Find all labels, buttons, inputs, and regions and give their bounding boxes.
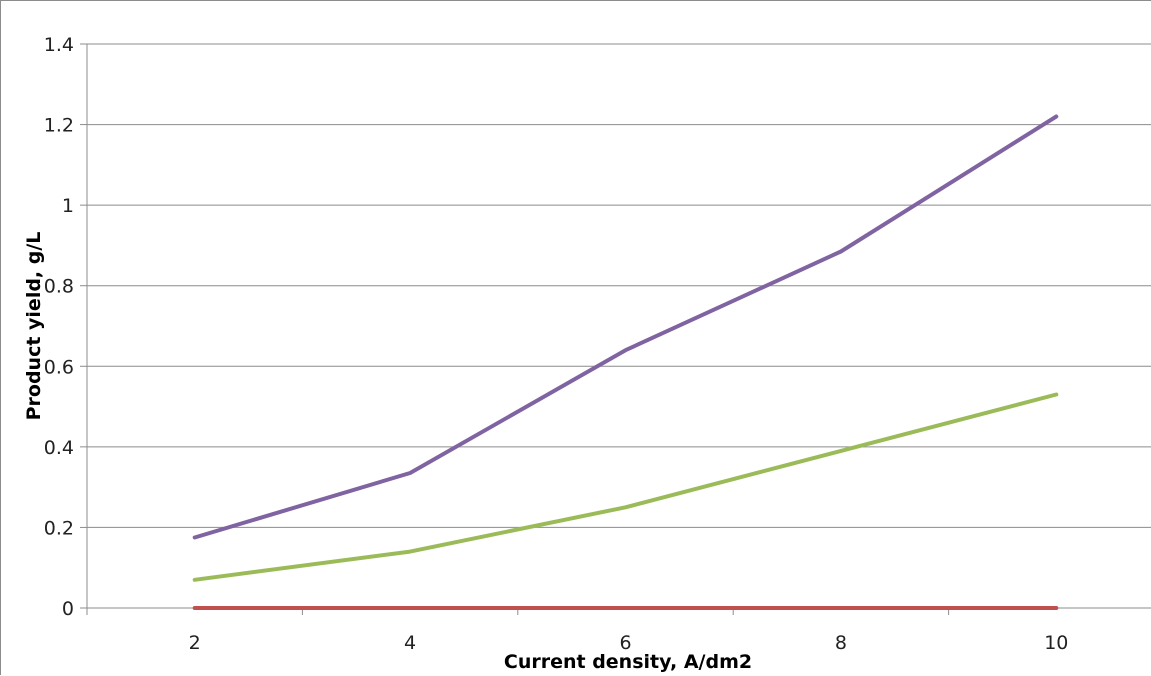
y-tick-label: 1: [62, 195, 74, 217]
x-axis-title: Current density, A/dm2: [504, 651, 752, 673]
x-tick-label: 8: [835, 632, 847, 654]
grid-lines: [87, 43, 1151, 528]
series-line-3: [192, 114, 1059, 540]
y-tick-label: 0.6: [44, 356, 74, 378]
x-tick-label: 4: [404, 632, 416, 654]
x-tick-label: 10: [1044, 632, 1068, 654]
y-tick-label: 0.4: [44, 437, 74, 459]
y-tick-label: 0: [62, 598, 74, 620]
y-tick-label: 0.8: [44, 276, 74, 298]
x-tick-label: 2: [189, 632, 201, 654]
y-tick-label: 1.2: [44, 115, 74, 137]
tick-labels: 0 0.2 0.4 0.6 0.8 1 1.2 1.4 2 4 6 8 10: [44, 34, 1069, 654]
series-lines: [192, 114, 1059, 610]
x-tick-label: 6: [619, 632, 631, 654]
y-tick-label: 0.2: [44, 517, 74, 539]
series-line-2: [192, 392, 1059, 582]
axes: [80, 43, 1151, 615]
y-axis-title: Product yield, g/L: [23, 232, 45, 421]
y-tick-label: 1.4: [44, 34, 74, 56]
